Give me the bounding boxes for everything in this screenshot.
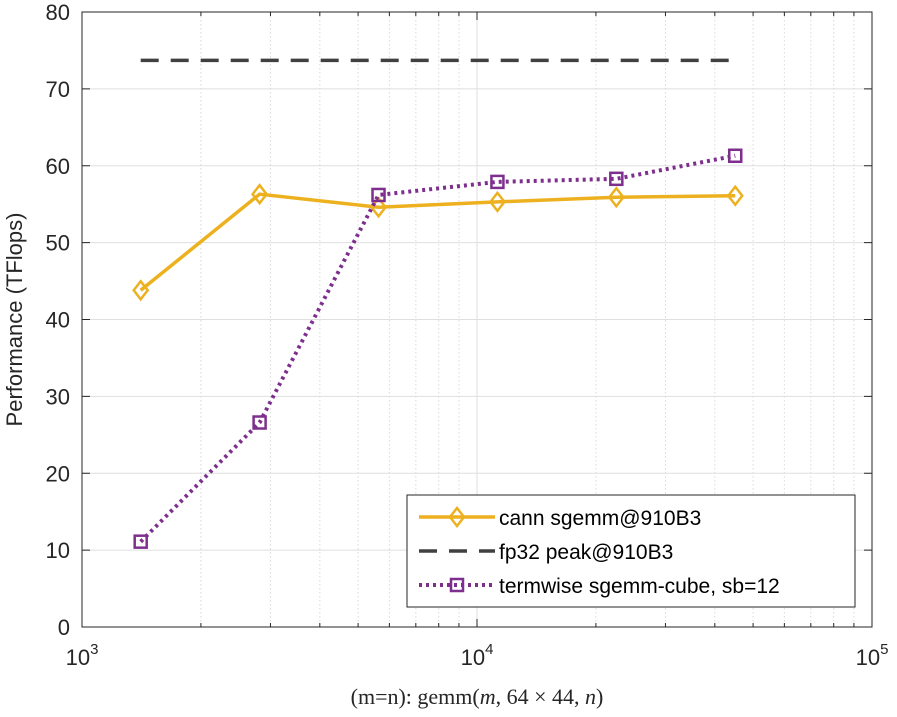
- y-tick-label: 60: [46, 154, 70, 179]
- x-tick-label-exponent: 5: [880, 641, 888, 658]
- data-point: [609, 171, 624, 187]
- legend: cann sgemm@910B3 fp32 peak@910B3 termwise …: [406, 494, 856, 608]
- x-tick-label-exponent: 3: [90, 641, 98, 658]
- series-line: [139, 153, 736, 544]
- y-tick-label: 30: [46, 384, 70, 409]
- legend-entry: cann sgemm@910B3: [419, 505, 701, 530]
- data-point: [727, 148, 743, 164]
- data-point: [252, 415, 267, 430]
- x-axis-label: (m=n): gemm(m, 64 × 44, n): [351, 684, 604, 709]
- data-point: [251, 183, 269, 206]
- data-point: [607, 186, 625, 209]
- y-tick-label: 0: [58, 615, 70, 640]
- x-tick-label-base: 10: [66, 645, 90, 670]
- x-tick-label: 104: [461, 641, 494, 670]
- data-point: [488, 190, 507, 213]
- data-point: [490, 174, 505, 190]
- x-axis-label-prefix: (m=n): gemm(: [351, 684, 480, 709]
- series-layer: [132, 58, 744, 549]
- x-tick-label: 103: [66, 641, 99, 670]
- x-tick-label: 105: [856, 641, 889, 670]
- y-tick-label: 10: [46, 538, 70, 563]
- legend-swatch-marker: [448, 505, 466, 529]
- y-tick-label: 50: [46, 231, 70, 256]
- y-axis-label: Performance (TFlops): [2, 213, 27, 427]
- x-axis-label-n: n: [585, 684, 596, 709]
- data-point: [132, 279, 150, 302]
- legend-label: fp32 peak@910B3: [499, 541, 673, 564]
- x-axis-label-middle: , 64 × 44,: [496, 684, 585, 709]
- series-2: [133, 148, 743, 549]
- y-tick-label: 40: [46, 308, 70, 333]
- data-point: [726, 184, 744, 207]
- y-tick-label: 80: [46, 0, 70, 25]
- y-tick-label: 70: [46, 77, 70, 102]
- x-tick-label-base: 10: [461, 645, 485, 670]
- series-line: [139, 192, 736, 292]
- x-tick-label-exponent: 4: [485, 641, 493, 658]
- x-axis-label-suffix: ): [596, 684, 603, 709]
- legend-label: termwise sgemm-cube, sb=12: [499, 575, 780, 598]
- data-point: [371, 187, 386, 203]
- y-tick-label: 20: [46, 461, 70, 486]
- legend-swatch-marker: [449, 577, 465, 593]
- x-tick-label-base: 10: [856, 645, 880, 670]
- series-0: [132, 183, 744, 302]
- x-axis-label-m: m: [480, 684, 496, 709]
- legend-entry: termwise sgemm-cube, sb=12: [419, 575, 780, 598]
- data-point: [133, 534, 148, 549]
- legend-entry: fp32 peak@910B3: [419, 541, 673, 564]
- legend-label: cann sgemm@910B3: [499, 507, 701, 530]
